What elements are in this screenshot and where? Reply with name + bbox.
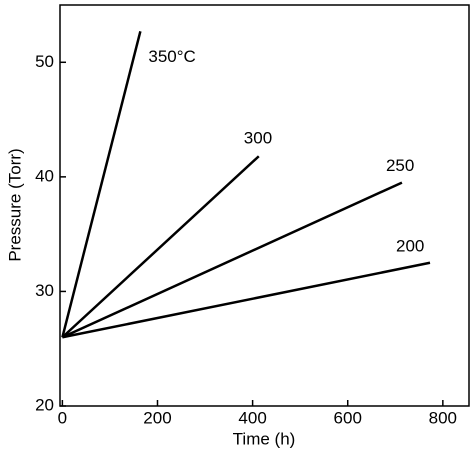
y-tick-label: 50	[35, 52, 54, 71]
series-label: 200	[396, 236, 424, 255]
y-tick-label: 40	[35, 166, 54, 185]
y-tick-label: 20	[35, 395, 54, 414]
x-tick-label: 600	[334, 408, 362, 427]
line	[61, 181, 403, 339]
x-tick-label: 800	[429, 408, 457, 427]
series-label: 250	[386, 156, 414, 175]
series-label: 350°C	[148, 47, 195, 66]
y-tick-label: 30	[35, 281, 54, 300]
plot-frame	[59, 4, 470, 407]
y-axis-label: Pressure (Torr)	[5, 148, 24, 261]
series-label: 300	[244, 129, 272, 148]
line	[61, 155, 260, 339]
line	[61, 31, 142, 338]
line	[62, 261, 431, 339]
x-tick-label: 400	[238, 408, 266, 427]
x-tick-label: 200	[143, 408, 171, 427]
x-axis-label: Time (h)	[233, 429, 296, 448]
x-tick-label: 0	[58, 408, 67, 427]
